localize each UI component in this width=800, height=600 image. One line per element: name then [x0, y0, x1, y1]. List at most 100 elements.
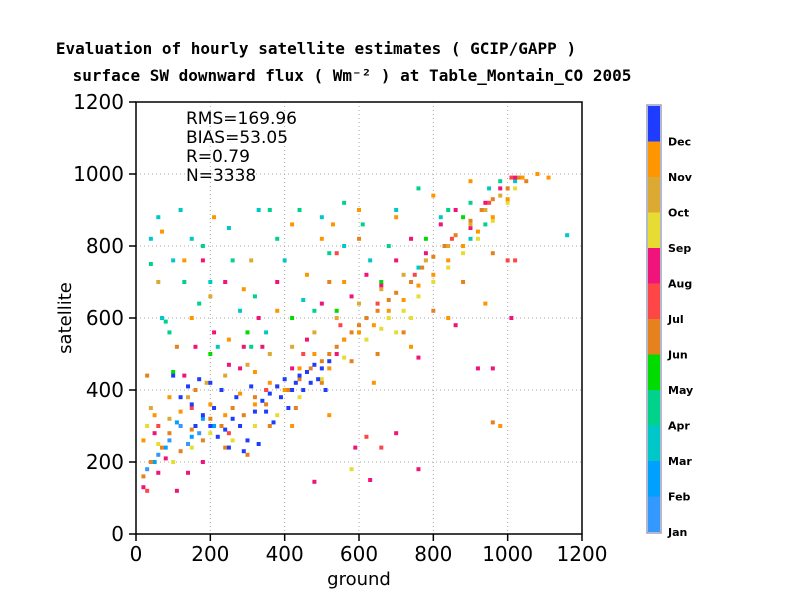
- data-point-feb: [174, 420, 179, 425]
- data-point-mar: [301, 298, 306, 302]
- data-point-oct: [267, 352, 272, 356]
- data-point-dec: [290, 388, 295, 392]
- colorbar-swatch-dec: [648, 106, 660, 142]
- data-point-feb: [200, 416, 205, 421]
- data-point-nov: [167, 395, 172, 400]
- data-point-aug: [416, 467, 421, 472]
- data-point-jul: [338, 323, 343, 328]
- data-point-nov: [357, 330, 361, 335]
- data-point-jun: [490, 251, 495, 256]
- data-point-jul: [364, 434, 369, 439]
- colorbar-label-may: May: [668, 384, 693, 397]
- data-point-jun: [468, 218, 473, 223]
- data-point-mar: [238, 308, 243, 313]
- stat-n: N=3338: [186, 166, 256, 186]
- data-point-dec: [308, 380, 313, 385]
- data-point-apr: [167, 330, 172, 335]
- data-point-nov: [431, 272, 436, 277]
- data-point-oct: [186, 395, 191, 400]
- colorbar-swatch-feb: [648, 461, 660, 497]
- colorbar-label-sep: Sep: [668, 242, 691, 255]
- data-point-aug: [156, 470, 161, 475]
- data-point-jun: [327, 280, 332, 284]
- data-point-nov: [160, 229, 165, 234]
- data-point-dec: [189, 402, 194, 407]
- data-point-oct: [357, 301, 361, 306]
- data-point-jun: [431, 254, 436, 259]
- data-point-mar: [487, 186, 492, 191]
- data-point-jun: [357, 236, 361, 241]
- data-point-jun: [189, 427, 194, 432]
- data-point-dec: [215, 434, 220, 439]
- data-point-dec: [319, 366, 324, 371]
- data-point-nov: [226, 337, 231, 342]
- data-point-oct: [208, 294, 213, 299]
- data-point-apr: [312, 308, 317, 313]
- data-point-oct: [401, 272, 406, 277]
- data-point-jun: [148, 460, 153, 464]
- data-points: [141, 172, 570, 493]
- data-point-jun: [160, 445, 165, 450]
- data-point-nov: [141, 438, 146, 443]
- data-point-sep: [342, 355, 347, 360]
- data-point-jul: [156, 424, 161, 428]
- x-tick-label: 1200: [557, 542, 608, 566]
- data-point-jun: [286, 388, 291, 392]
- data-point-jun: [252, 395, 257, 400]
- data-point-nov: [212, 215, 217, 220]
- data-point-oct: [423, 258, 428, 263]
- data-point-jul: [189, 406, 194, 410]
- data-point-apr: [230, 258, 235, 263]
- data-point-mar: [208, 280, 213, 284]
- data-point-nov: [490, 215, 495, 220]
- data-point-dec: [241, 449, 246, 454]
- data-point-dec: [226, 445, 231, 450]
- data-point-nov: [431, 193, 436, 198]
- data-point-aug: [275, 280, 280, 284]
- data-point-jul: [509, 175, 514, 180]
- data-point-mar: [171, 258, 176, 263]
- colorbar-label-jul: Jul: [667, 313, 684, 326]
- data-point-dec: [304, 370, 309, 374]
- data-point-oct: [156, 280, 161, 284]
- chart-title-line-1: Evaluation of hourly satellite estimates…: [56, 39, 576, 58]
- data-point-mar: [256, 208, 261, 212]
- data-point-jun: [357, 323, 361, 328]
- colorbar-swatch-jul: [648, 283, 660, 319]
- data-point-nov: [319, 236, 324, 241]
- data-point-apr: [386, 244, 391, 248]
- data-point-jun: [200, 438, 205, 443]
- colorbar-label-mar: Mar: [668, 455, 692, 468]
- data-point-sep: [319, 377, 324, 382]
- data-point-mar: [394, 208, 399, 212]
- y-tick-label: 800: [86, 234, 124, 258]
- data-point-apr: [297, 208, 302, 212]
- grid-lines: [136, 102, 582, 534]
- data-point-aug: [238, 366, 243, 371]
- x-tick-label: 1000: [482, 542, 533, 566]
- data-point-jun: [293, 406, 298, 410]
- data-point-mar: [319, 215, 324, 220]
- colorbar-swatch-jun: [648, 319, 660, 355]
- data-point-mar: [148, 236, 153, 241]
- data-point-feb: [189, 434, 194, 439]
- data-point-sep: [513, 186, 518, 191]
- stat-r: R=0.79: [186, 147, 250, 167]
- data-point-aug: [409, 236, 414, 241]
- data-point-oct: [204, 380, 209, 385]
- data-point-jun: [193, 388, 198, 392]
- data-point-aug: [182, 373, 187, 378]
- data-point-dec: [208, 380, 213, 385]
- data-point-mar: [264, 330, 269, 335]
- x-tick-label: 0: [130, 542, 143, 566]
- colorbar-swatch-mar: [648, 425, 660, 461]
- data-point-aug: [498, 186, 503, 191]
- data-point-nov: [505, 197, 510, 202]
- data-point-aug: [163, 456, 168, 461]
- data-point-nov: [330, 222, 335, 227]
- data-point-nov: [409, 344, 414, 349]
- colorbar-swatch-apr: [648, 390, 660, 426]
- stat-bias: BIAS=53.05: [186, 128, 288, 148]
- colorbar-label-aug: Aug: [668, 278, 692, 291]
- data-point-jun: [349, 359, 354, 364]
